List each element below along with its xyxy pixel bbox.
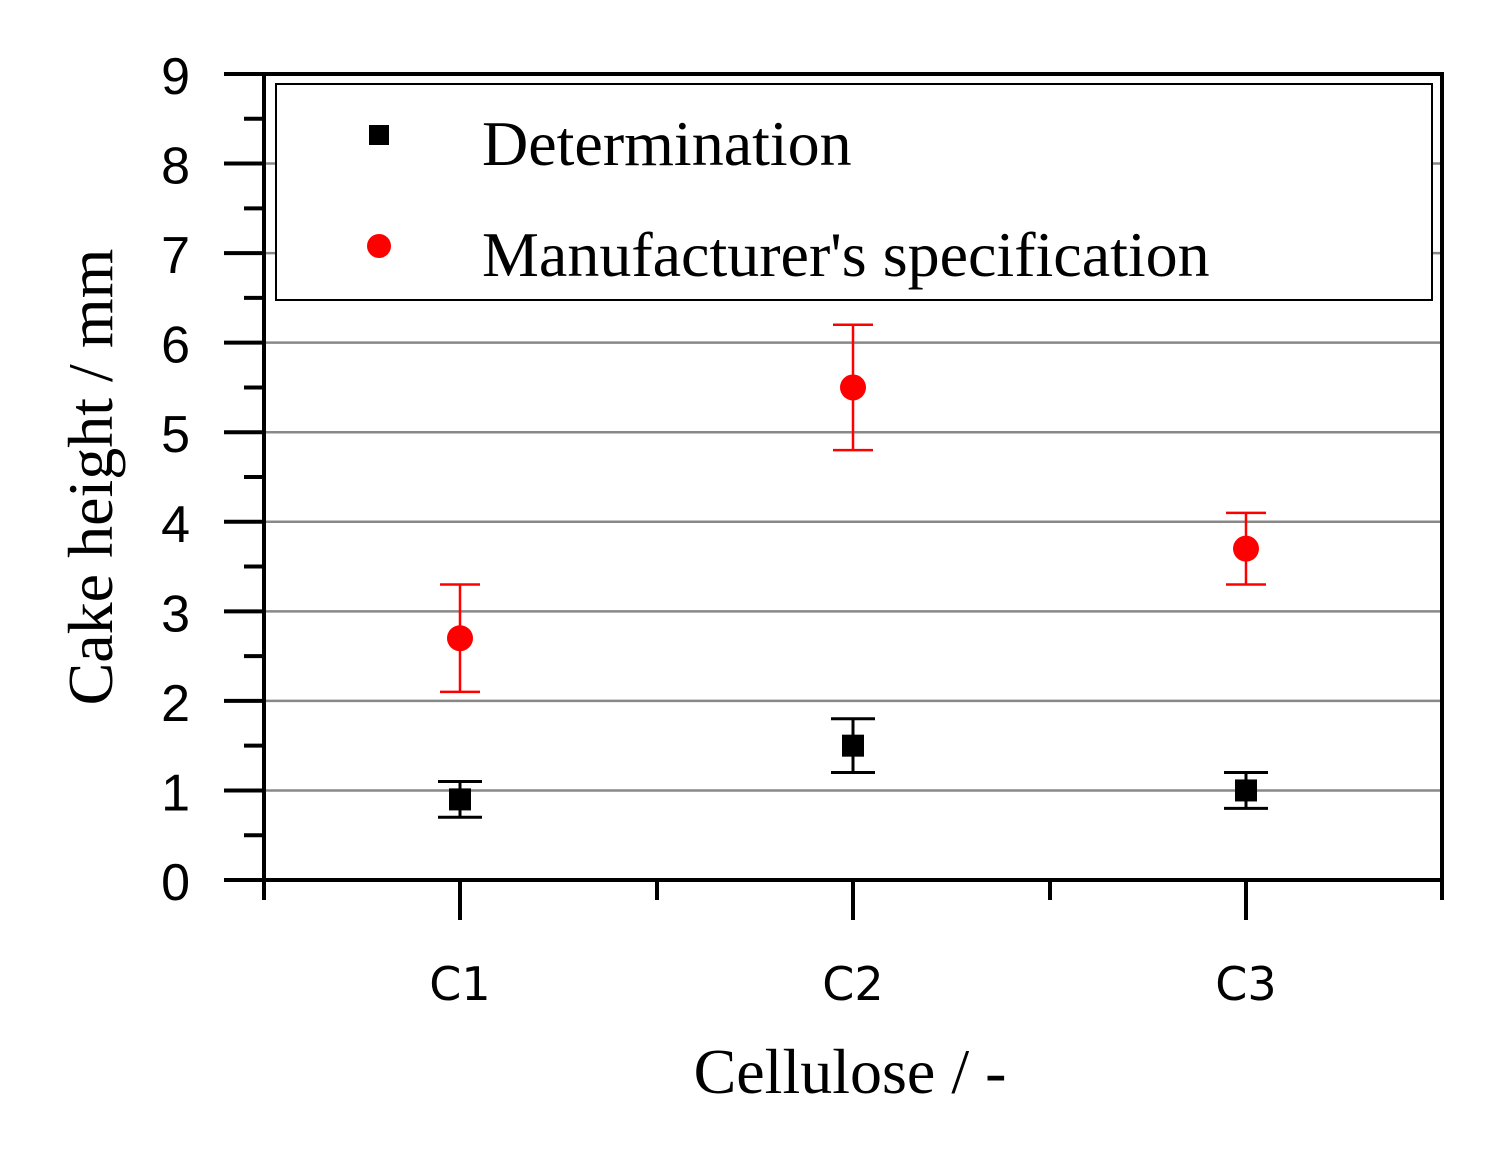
y-tick-label: 2: [161, 675, 190, 733]
y-tick-label: 8: [161, 138, 190, 196]
legend-label-manufacturer-spec: Manufacturer's specification: [482, 219, 1210, 290]
y-tick-label: 6: [161, 317, 190, 375]
data-point-manufacturer-spec-C1: [447, 625, 473, 652]
data-point-determination-C1: [449, 788, 471, 811]
data-point-determination-C3: [1235, 779, 1257, 802]
data-point-manufacturer-spec-C2: [840, 374, 866, 401]
data-point-manufacturer-spec-C3: [1233, 535, 1259, 562]
x-tick-label-C3: C3: [1215, 957, 1276, 1011]
legend-marker-determination: [369, 125, 389, 145]
legend-label-determination: Determination: [482, 108, 852, 179]
y-tick-label: 1: [161, 764, 190, 822]
x-tick-label-C2: C2: [822, 957, 883, 1011]
y-axis-ticks: 0 1 2 3 4 5 6 7 8 9: [161, 48, 264, 912]
y-tick-label: 3: [161, 585, 190, 643]
legend: Determination Manufacturer's specificati…: [275, 83, 1433, 301]
series-layer: [438, 323, 1268, 819]
y-tick-label: 7: [161, 227, 190, 285]
y-tick-label: 4: [161, 496, 190, 554]
y-axis-label: Cake height / mm: [55, 249, 126, 706]
y-tick-label: 0: [161, 854, 190, 912]
x-axis-label: Cellulose / -: [694, 1036, 1007, 1107]
data-point-determination-C2: [842, 734, 864, 757]
x-tick-label-C1: C1: [429, 957, 490, 1011]
legend-box: [275, 83, 1433, 301]
y-tick-label: 9: [161, 48, 190, 106]
y-tick-label: 5: [161, 406, 190, 464]
x-axis-ticks: C1 C2 C3: [262, 880, 1444, 1011]
legend-marker-manufacturer-spec: [367, 234, 391, 258]
